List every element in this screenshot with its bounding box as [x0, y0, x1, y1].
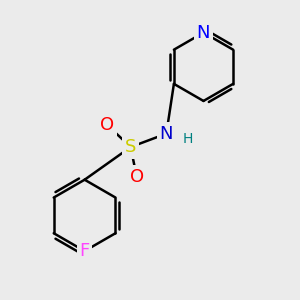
- Text: N: N: [160, 125, 173, 143]
- Text: N: N: [197, 24, 210, 42]
- Text: H: H: [183, 132, 193, 146]
- Text: F: F: [80, 242, 90, 260]
- Text: O: O: [100, 116, 114, 134]
- Text: S: S: [125, 138, 136, 156]
- Text: O: O: [130, 168, 144, 186]
